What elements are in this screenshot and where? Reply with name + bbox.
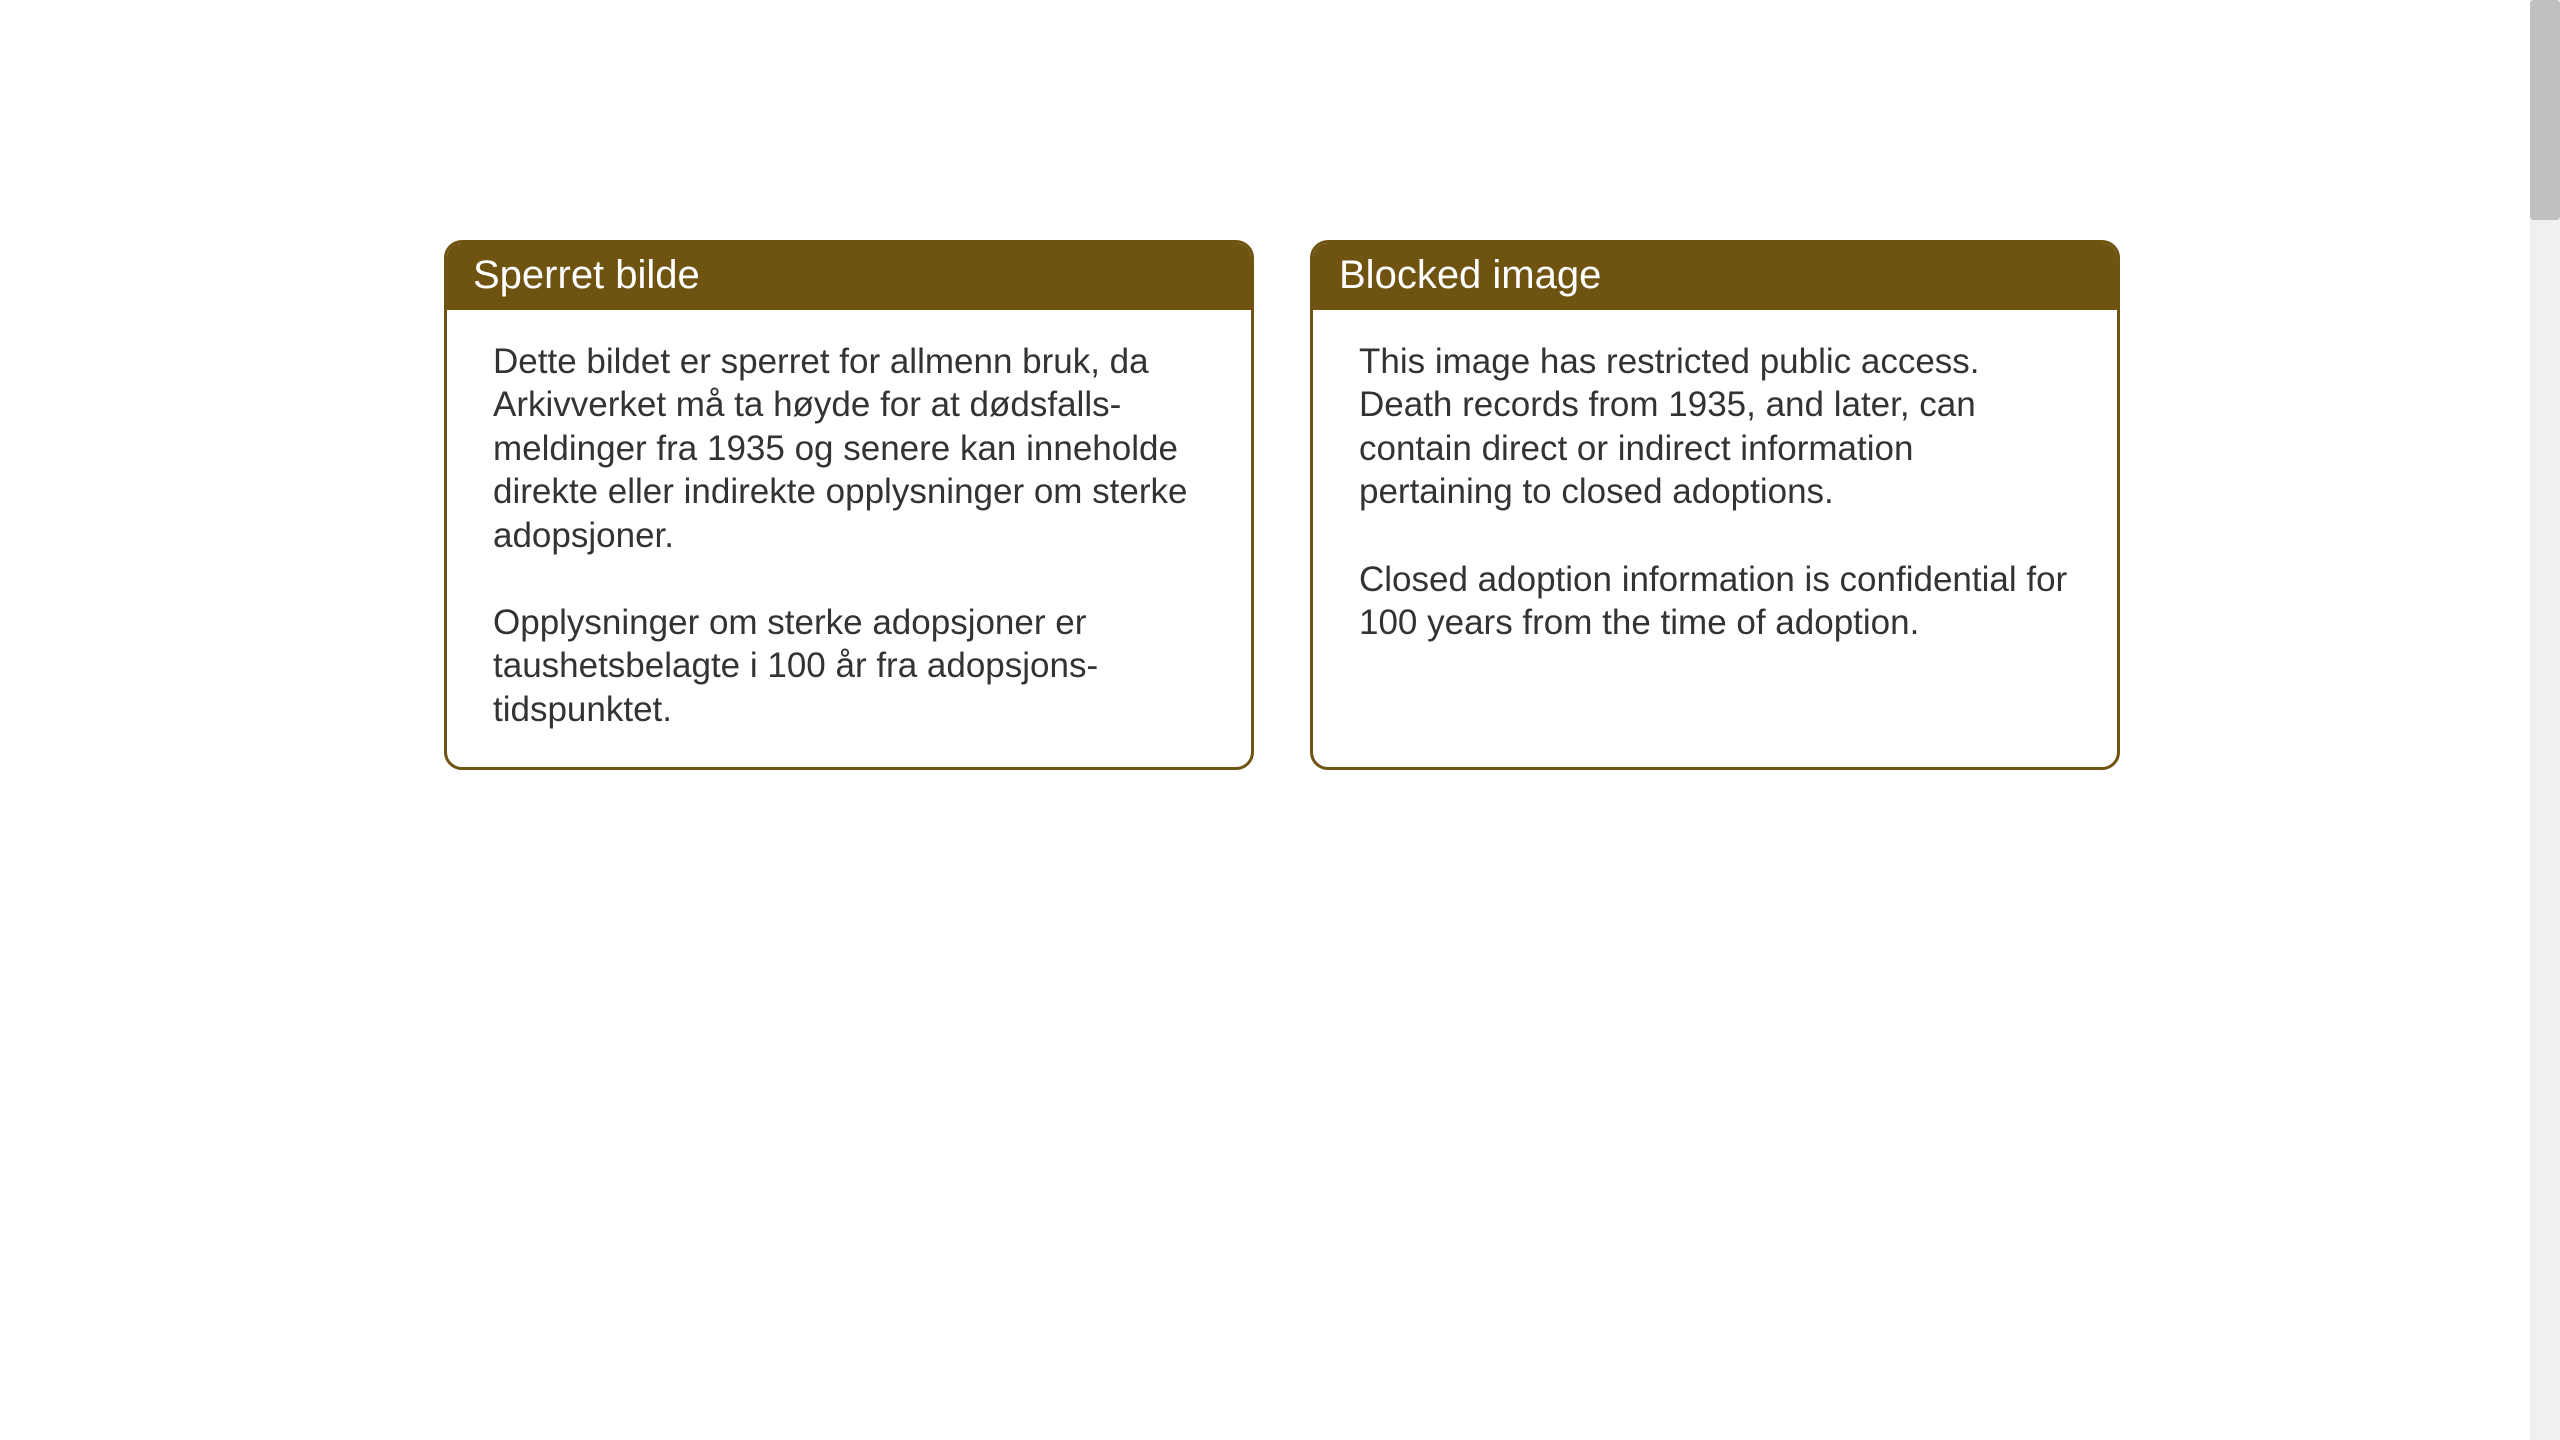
norwegian-paragraph-1: Dette bildet er sperret for allmenn bruk…	[493, 340, 1205, 557]
english-notice-box: Blocked image This image has restricted …	[1310, 240, 2120, 770]
notice-container: Sperret bilde Dette bildet er sperret fo…	[444, 240, 2120, 770]
norwegian-paragraph-2: Opplysninger om sterke adopsjoner er tau…	[493, 601, 1205, 731]
english-paragraph-1: This image has restricted public access.…	[1359, 340, 2071, 514]
norwegian-notice-box: Sperret bilde Dette bildet er sperret fo…	[444, 240, 1254, 770]
norwegian-notice-title: Sperret bilde	[447, 243, 1251, 310]
english-notice-body: This image has restricted public access.…	[1313, 310, 2117, 680]
norwegian-notice-body: Dette bildet er sperret for allmenn bruk…	[447, 310, 1251, 767]
english-notice-title: Blocked image	[1313, 243, 2117, 310]
english-paragraph-2: Closed adoption information is confident…	[1359, 558, 2071, 645]
vertical-scrollbar-thumb[interactable]	[2530, 0, 2560, 220]
vertical-scrollbar-track[interactable]	[2530, 0, 2560, 1440]
